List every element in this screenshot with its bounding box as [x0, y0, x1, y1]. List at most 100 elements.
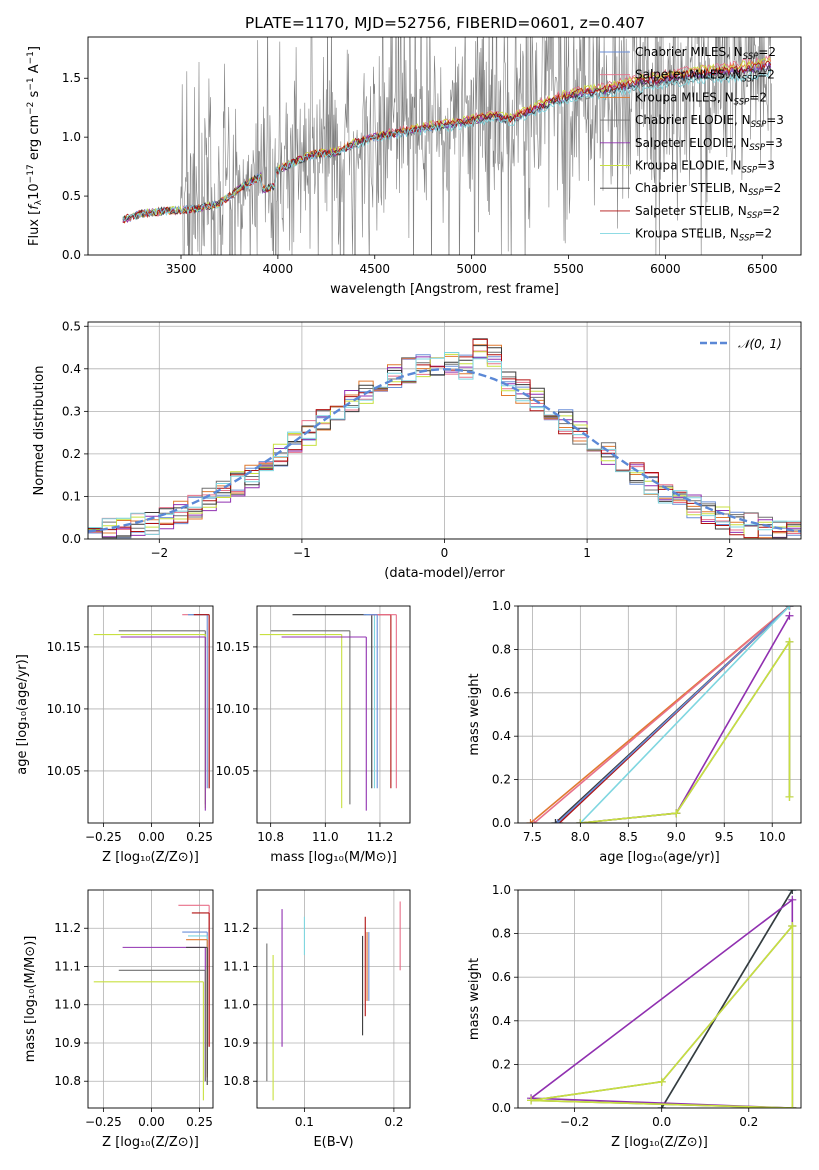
series-marker [657, 1104, 666, 1108]
x-tick-label: 0.25 [186, 1115, 213, 1129]
y-tick-label: 0.8 [492, 927, 511, 941]
series-marker [788, 895, 797, 904]
legend-entry: Kroupa STELIB, NSSP=2 [635, 227, 772, 244]
x-tick-label: 8.5 [619, 830, 638, 844]
legend-entry: Salpeter ELODIE, NSSP=3 [635, 136, 783, 153]
age_vs_mass-frame [256, 605, 411, 824]
y-tick-label: 1.5 [62, 71, 81, 85]
legend-entry: Salpeter MILES, NSSP=2 [635, 68, 775, 85]
x-axis-label: E(B-V) [313, 1135, 353, 1150]
y-tick-label: 0.1 [62, 489, 81, 503]
massweight_vs_Z-frame [517, 889, 802, 1109]
legend-entry: Chabrier STELIB, NSSP=2 [635, 181, 781, 198]
y-tick-label: 11.2 [223, 921, 250, 935]
series-marker [788, 1104, 797, 1108]
legend-entry: Chabrier ELODIE, NSSP=3 [635, 113, 784, 130]
age_vs_mass-axes: 10.8 11.0 11.2 10.05 10.10 10.15 mass [log₁₀(M… [216, 605, 411, 865]
x-tick-label: −0.25 [85, 1115, 122, 1129]
x-tick-label: −0.2 [560, 1115, 589, 1129]
x-axis-label: age [log₁₀(age/yr)] [599, 850, 720, 865]
y-tick-label: 0.8 [492, 642, 511, 656]
massweight_vs_Z-axes: −0.2 0.0 0.2 0.0 0.2 0.4 0.6 0.8 1.0 Z [log₁₀(Z/Z… [467, 883, 802, 1150]
y-tick-label: 10.05 [47, 764, 81, 778]
age_vs_Z-axes: −0.25 0.00 0.25 10.05 10.10 10.15 Z [log₁₀(Z/Z… [15, 605, 214, 865]
series-marker [657, 1077, 666, 1086]
x-tick-label: 3500 [166, 262, 197, 276]
age_vs_mass-plot-area [257, 606, 410, 823]
series-salpeter-miles-line [533, 606, 791, 823]
x-axis-label: Z [log₁₀(Z/Z⊙)] [102, 850, 199, 865]
x-tick-label: 0.25 [186, 830, 213, 844]
y-tick-label: 0.5 [62, 319, 81, 333]
x-tick-label: 0.1 [295, 1115, 314, 1129]
y-tick-label: 10.9 [54, 1036, 81, 1050]
x-tick-label: 10.8 [257, 830, 284, 844]
legend-entry: 𝒩(0, 1) [738, 337, 782, 351]
y-tick-label: 0.4 [492, 729, 511, 743]
x-axis-label: (data-model)/error [384, 566, 505, 581]
series-chabrier-miles-line [556, 606, 791, 823]
y-tick-label: 0.0 [62, 532, 81, 546]
y-tick-label: 11.1 [223, 959, 250, 973]
spectrum-plot-area [122, 37, 772, 255]
y-tick-label: 0.6 [492, 970, 511, 984]
model-kroupa-stelib-line [122, 70, 771, 222]
y-tick-label: 1.0 [62, 130, 81, 144]
x-tick-label: 0.00 [138, 1115, 165, 1129]
y-tick-label: 11.0 [54, 998, 81, 1012]
y-tick-label: 10.8 [223, 1074, 250, 1088]
y-tick-label: 0.2 [62, 447, 81, 461]
data-spectrum-line [122, 37, 772, 255]
series-kroupa-elodie-line [580, 639, 791, 823]
x-tick-label: 9.5 [715, 830, 734, 844]
y-tick-label: 1.0 [492, 883, 511, 897]
massweight_vs_age-plot-area [518, 606, 801, 823]
mass_vs_Z-axes: −0.25 0.00 0.25 10.8 10.9 11.0 11.1 11.2 Z [log₁… [23, 889, 214, 1150]
series-marker [785, 637, 794, 646]
series-marker [530, 819, 539, 823]
y-tick-label: 0.0 [62, 248, 81, 262]
legend-entry: Kroupa ELODIE, NSSP=3 [635, 159, 775, 176]
x-axis-label: Z [log₁₀(Z/Z⊙)] [611, 1135, 708, 1150]
x-tick-label: 6000 [650, 262, 681, 276]
series-marker [553, 819, 562, 823]
model-kroupa-miles-line [122, 58, 772, 224]
x-tick-label: 6500 [747, 262, 778, 276]
legend-entry: Chabrier MILES, NSSP=2 [635, 45, 776, 62]
massweight_vs_age-axes: 7.5 8.0 8.5 9.0 9.5 10.0 0.0 0.2 0.4 0.6 0.8 1.0 age… [467, 599, 802, 865]
x-tick-label: 11.0 [312, 830, 339, 844]
x-tick-label: 0 [441, 546, 449, 560]
y-axis-label: Flux [fλ10−17 erg cm−2 s−1 A−1] [26, 46, 44, 246]
histogram-kroupa-stelib-step [88, 352, 801, 535]
x-tick-label: 10.0 [759, 830, 786, 844]
y-tick-label: 0.0 [492, 816, 511, 830]
x-tick-label: 0.0 [652, 1115, 671, 1129]
normal-distribution-line [88, 368, 801, 533]
y-axis-label: age [log₁₀(age/yr)] [15, 654, 30, 775]
y-tick-label: 1.0 [492, 599, 511, 613]
y-tick-label: 0.3 [62, 404, 81, 418]
x-tick-label: 9.0 [667, 830, 686, 844]
x-tick-label: −2 [150, 546, 168, 560]
y-tick-label: 10.10 [216, 702, 250, 716]
spectrum-axes: 3500 4000 4500 5000 5500 6000 6500 0.0 0.5 1.0 1.5… [26, 36, 802, 297]
series-marker [785, 606, 794, 610]
age_vs_Z-frame [87, 605, 214, 824]
y-tick-label: 10.05 [216, 764, 250, 778]
x-tick-label: 11.2 [367, 830, 394, 844]
mass_vs_ebv-plot-area [257, 890, 410, 1108]
y-tick-label: 10.15 [47, 640, 81, 654]
mass_vs_Z-frame [87, 889, 214, 1109]
y-tick-label: 11.1 [54, 959, 81, 973]
x-tick-label: 0.00 [138, 830, 165, 844]
x-tick-label: 2 [726, 546, 734, 560]
series-marker [785, 792, 794, 801]
massweight_vs_Z-plot-area [518, 890, 801, 1108]
figure-title: PLATE=1170, MJD=52756, FIBERID=0601, z=0… [245, 14, 645, 32]
x-tick-label: 1 [583, 546, 591, 560]
series-marker [785, 611, 794, 620]
y-tick-label: 0.6 [492, 686, 511, 700]
x-tick-label: 4500 [359, 262, 390, 276]
x-tick-label: −0.25 [85, 830, 122, 844]
residuals-plot-area [88, 322, 801, 539]
